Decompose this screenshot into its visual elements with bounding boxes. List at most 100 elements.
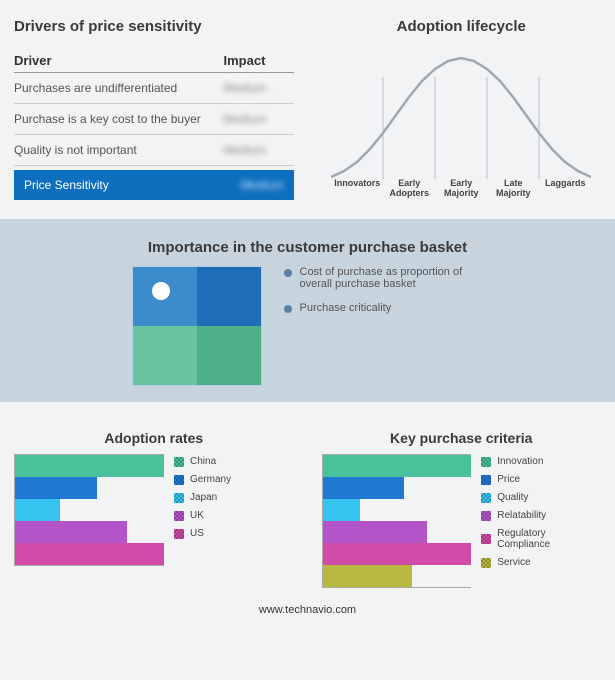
purchase-criteria-panel: Key purchase criteria Innovation Price Qua… <box>308 412 615 598</box>
purchase-criteria-title: Key purchase criteria <box>322 430 602 446</box>
bar-row <box>323 477 472 499</box>
bullet-icon <box>284 305 292 313</box>
legend-label: Innovation <box>497 456 543 467</box>
bar-row <box>15 521 164 543</box>
bullet-icon <box>284 269 292 277</box>
summary-label: Price Sensitivity <box>24 178 214 192</box>
legend-label: Price <box>497 474 520 485</box>
bar <box>15 455 164 477</box>
quad-tr <box>197 267 261 326</box>
legend-swatch <box>174 475 184 485</box>
importance-panel: Importance in the customer purchase bask… <box>0 219 615 402</box>
driver-impact-blurred: Medium <box>224 81 294 95</box>
lifecycle-chart: Innovators Early Adopters Early Majority… <box>331 49 591 209</box>
legend-swatch <box>174 457 184 467</box>
bars-area <box>322 454 472 588</box>
col-driver: Driver <box>14 53 224 68</box>
legend-swatch <box>481 511 491 521</box>
criteria-legend: Innovation Price Quality Relatability Regula… <box>481 454 601 588</box>
summary-impact-blurred: Medium <box>214 178 284 192</box>
adoption-rates-panel: Adoption rates China Germany Japan UK US <box>0 412 308 598</box>
bar <box>323 543 472 565</box>
bar-row <box>15 499 164 521</box>
bar <box>15 499 60 521</box>
legend-swatch <box>174 493 184 503</box>
lifecycle-labels: Innovators Early Adopters Early Majority… <box>331 179 591 199</box>
legend-item: Purchase criticality <box>284 302 484 314</box>
driver-label: Purchase is a key cost to the buyer <box>14 112 224 126</box>
bar-row <box>323 455 472 477</box>
legend-label: Regulatory Compliance <box>497 528 601 550</box>
driver-impact-blurred: Medium <box>224 143 294 157</box>
legend-label: Service <box>497 557 530 568</box>
legend-swatch <box>174 511 184 521</box>
importance-marker <box>152 282 170 300</box>
legend-label: China <box>190 456 216 467</box>
legend-label: Germany <box>190 474 231 485</box>
col-impact: Impact <box>224 53 294 68</box>
legend-item: China <box>174 456 231 467</box>
legend-swatch <box>481 558 491 568</box>
driver-label: Purchases are undifferentiated <box>14 81 224 95</box>
legend-swatch <box>481 534 491 544</box>
legend-item: Cost of purchase as proportion of overal… <box>284 266 484 290</box>
adoption-rates-title: Adoption rates <box>14 430 294 446</box>
bar <box>323 477 405 499</box>
bar <box>15 521 127 543</box>
legend-text: Cost of purchase as proportion of overal… <box>300 266 484 290</box>
bottom-row: Adoption rates China Germany Japan UK US Key… <box>0 402 615 598</box>
bar-row <box>15 543 164 565</box>
legend-item: Quality <box>481 492 601 503</box>
bar-row <box>323 499 472 521</box>
legend-item: Service <box>481 557 601 568</box>
legend-label: Japan <box>190 492 217 503</box>
legend-swatch <box>481 457 491 467</box>
quad-br <box>197 326 261 385</box>
legend-swatch <box>481 493 491 503</box>
footer-attribution: www.technavio.com <box>0 598 615 624</box>
bar-row <box>323 543 472 565</box>
legend-item: Relatability <box>481 510 601 521</box>
bar <box>323 521 427 543</box>
lifecycle-label: Laggards <box>539 179 591 199</box>
importance-quadrant <box>132 266 262 386</box>
bars-area <box>14 454 164 566</box>
legend-item: Regulatory Compliance <box>481 528 601 550</box>
drivers-panel: Drivers of price sensitivity Driver Impa… <box>0 0 308 219</box>
bar <box>323 565 412 587</box>
top-row: Drivers of price sensitivity Driver Impa… <box>0 0 615 219</box>
legend-item: Japan <box>174 492 231 503</box>
bar <box>15 543 164 565</box>
legend-label: UK <box>190 510 204 521</box>
adoption-legend: China Germany Japan UK US <box>174 454 231 566</box>
legend-label: Relatability <box>497 510 546 521</box>
legend-item: UK <box>174 510 231 521</box>
lifecycle-label: Early Majority <box>435 179 487 199</box>
lifecycle-label: Late Majority <box>487 179 539 199</box>
bar-row <box>323 521 472 543</box>
legend-text: Purchase criticality <box>300 302 392 314</box>
purchase-criteria-chart: Innovation Price Quality Relatability Regula… <box>322 454 602 588</box>
bar <box>323 455 472 477</box>
legend-item: Germany <box>174 474 231 485</box>
driver-row: Purchase is a key cost to the buyer Medi… <box>14 104 294 135</box>
legend-item: Price <box>481 474 601 485</box>
legend-item: US <box>174 528 231 539</box>
adoption-rates-chart: China Germany Japan UK US <box>14 454 294 566</box>
legend-swatch <box>174 529 184 539</box>
bar-row <box>15 455 164 477</box>
driver-row: Quality is not important Medium <box>14 135 294 166</box>
drivers-title: Drivers of price sensitivity <box>14 18 294 35</box>
driver-row: Purchases are undifferentiated Medium <box>14 73 294 104</box>
lifecycle-label: Innovators <box>331 179 383 199</box>
drivers-table: Driver Impact Purchases are undifferenti… <box>14 49 294 200</box>
legend-label: Quality <box>497 492 528 503</box>
legend-swatch <box>481 475 491 485</box>
bar-row <box>323 565 472 587</box>
lifecycle-curve <box>331 49 591 179</box>
bar <box>323 499 360 521</box>
quad-bl <box>133 326 197 385</box>
lifecycle-panel: Adoption lifecycle Innovators Early Adop… <box>308 0 615 219</box>
importance-body: Cost of purchase as proportion of overal… <box>0 266 615 386</box>
bar-row <box>15 477 164 499</box>
